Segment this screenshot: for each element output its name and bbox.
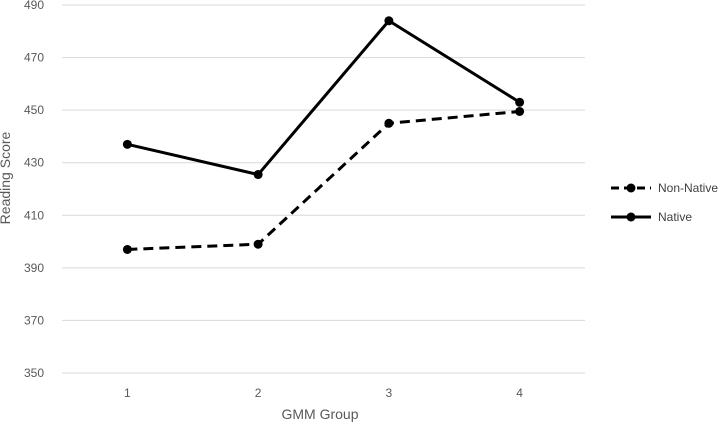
y-tick-label: 470 [24,51,44,65]
series-line-non-native [127,109,520,251]
data-point [122,139,132,149]
series-line-native [127,19,521,177]
legend-label: Non-Native [658,181,718,195]
y-tick-labels: 350 370 390 410 430 450 470 490 [24,0,44,380]
data-point [515,106,525,116]
legend-label: Native [658,210,692,224]
y-tick-label: 450 [24,103,44,117]
series-layer [122,16,525,254]
data-point [515,97,525,107]
legend-item-native: Native [611,210,692,224]
y-tick-label: 430 [24,156,44,170]
data-point [253,170,263,180]
legend-marker [626,212,636,222]
x-tick-label: 3 [386,386,393,400]
x-tick-labels: 1 2 3 4 [124,386,523,400]
series-native [122,16,525,180]
legend-marker [626,183,636,193]
y-axis-title: Reading Score [0,131,13,224]
x-tick-label: 2 [255,386,262,400]
y-tick-label: 390 [24,261,44,275]
data-point [384,118,394,128]
y-tick-label: 410 [24,208,44,222]
x-axis-title: GMM Group [281,406,358,422]
x-tick-label: 1 [124,386,131,400]
y-tick-label: 490 [24,0,44,12]
y-tick-label: 370 [24,313,44,327]
y-tick-label: 350 [24,366,44,380]
x-tick-label: 4 [516,386,523,400]
data-point [253,239,263,249]
data-point [122,244,132,254]
data-point [384,16,394,26]
legend-item-non-native: Non-Native [611,181,718,195]
legend: Non-Native Native [611,181,718,224]
series-non-native [122,106,525,254]
gridlines [62,4,585,374]
